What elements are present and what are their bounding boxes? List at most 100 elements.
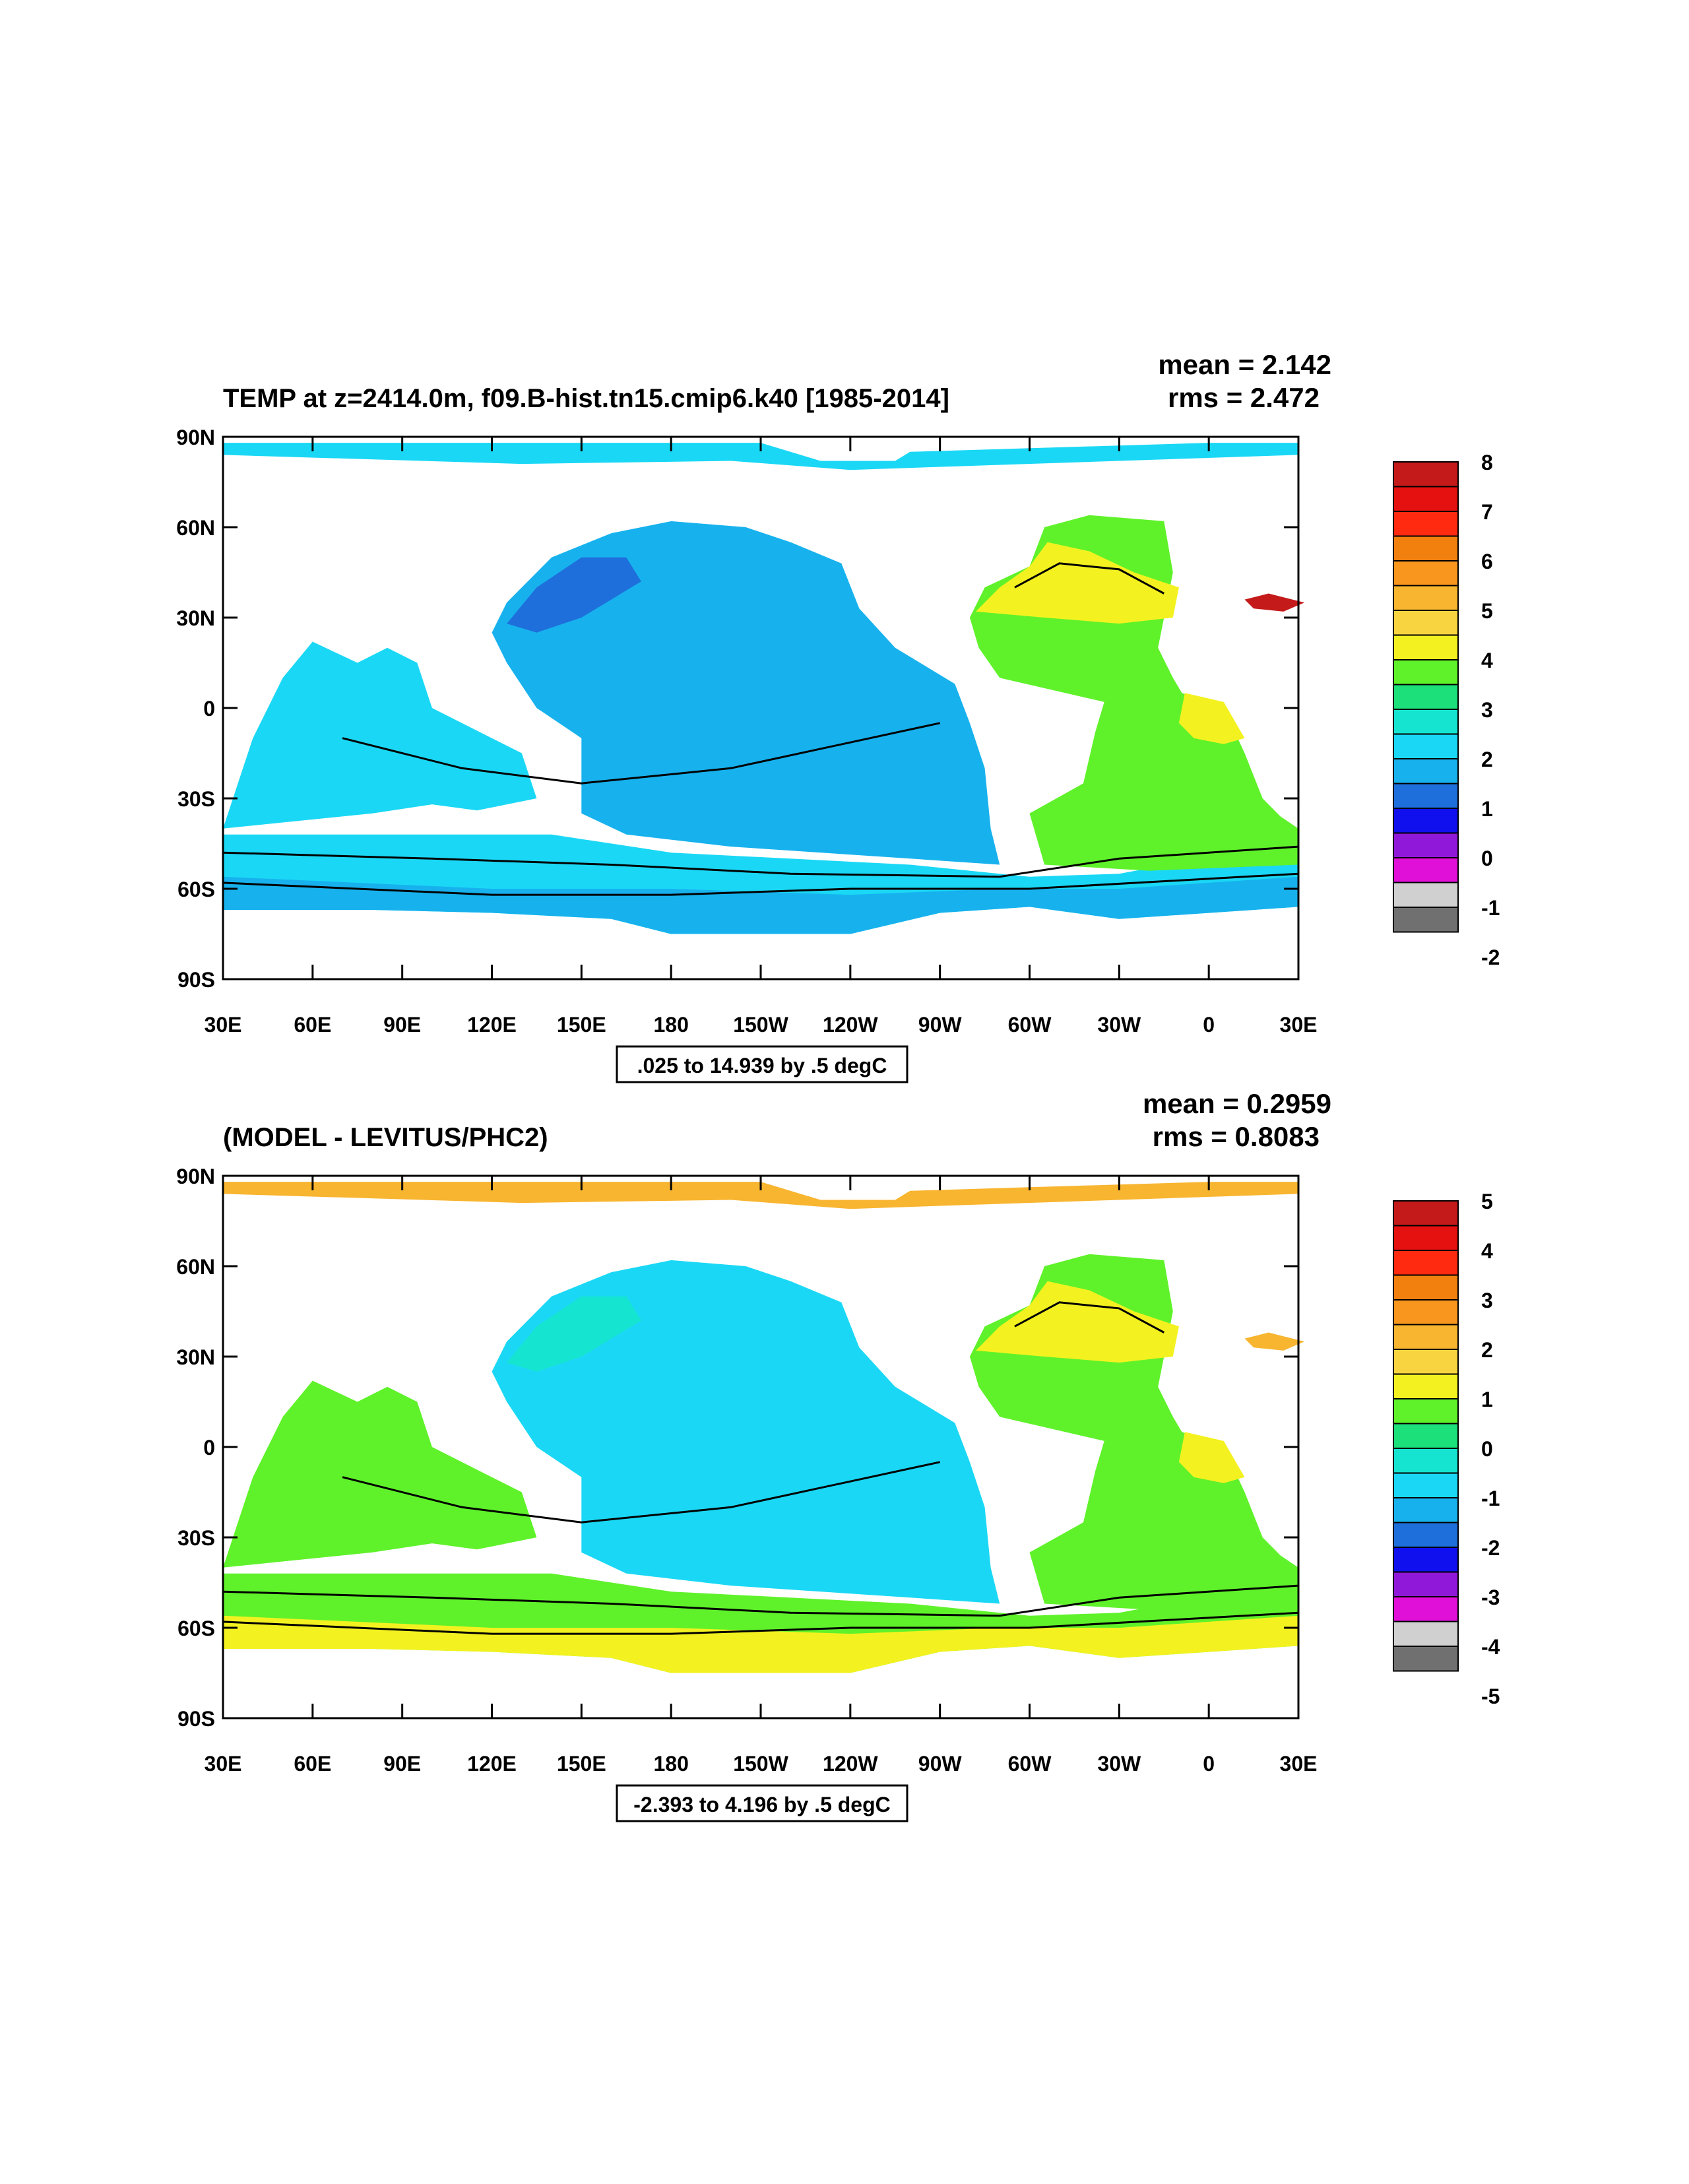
y-tick-label: 0 bbox=[203, 1436, 215, 1460]
colorbar-swatch bbox=[1393, 832, 1459, 858]
atlantic-ocean bbox=[969, 515, 1298, 871]
colorbar-label: 4 bbox=[1481, 649, 1493, 672]
colorbar-label: 3 bbox=[1481, 1289, 1493, 1312]
mean-value: mean = 0.2959 bbox=[1143, 1088, 1331, 1119]
indian-ocean bbox=[223, 641, 537, 829]
colorbar-label: 8 bbox=[1481, 451, 1493, 474]
colorbar-swatch bbox=[1393, 882, 1459, 908]
colorbar-swatch bbox=[1393, 1274, 1459, 1301]
colorbar-swatch bbox=[1393, 1225, 1459, 1251]
x-tick-label: 120E bbox=[467, 1013, 517, 1037]
contour-line bbox=[1014, 562, 1165, 594]
north-atlantic bbox=[976, 542, 1179, 624]
colorbar-swatch bbox=[1393, 610, 1459, 636]
colorbar-swatch bbox=[1393, 535, 1459, 562]
x-tick-label: 30E bbox=[205, 1752, 242, 1776]
contour-info-text: .025 to 14.939 by .5 degC bbox=[637, 1054, 887, 1077]
colorbar-swatch bbox=[1393, 1596, 1459, 1622]
colorbar-swatch bbox=[1393, 857, 1459, 883]
panel-title: (MODEL - LEVITUS/PHC2) bbox=[223, 1123, 548, 1152]
colorbar-swatch bbox=[1393, 1547, 1459, 1573]
x-tick-label: 90E bbox=[383, 1013, 421, 1037]
colorbar-swatch bbox=[1393, 733, 1459, 759]
y-tick-label: 90S bbox=[177, 1707, 215, 1731]
colorbar-label: -2 bbox=[1481, 1536, 1500, 1560]
x-tick-label: 30W bbox=[1097, 1752, 1141, 1776]
colorbar-swatch bbox=[1393, 634, 1459, 660]
panel-title: TEMP at z=2414.0m, f09.B-hist.tn15.cmip6… bbox=[223, 384, 949, 413]
colorbar-swatch bbox=[1393, 684, 1459, 710]
colorbar-swatch bbox=[1393, 1448, 1459, 1474]
colorbar-swatch bbox=[1393, 1373, 1459, 1399]
panel-model-minus-levitus: 30E 60E 90E 120E 150E 180 150W 120W 90W 60W 30W 0 30… bbox=[176, 1088, 1500, 1822]
colorbar-swatch bbox=[1393, 1398, 1459, 1425]
north-west-pacific bbox=[507, 557, 641, 633]
colorbar-swatch bbox=[1393, 461, 1459, 488]
colorbar-label: -2 bbox=[1481, 946, 1500, 969]
colorbar-swatch bbox=[1393, 511, 1459, 537]
colorbar-label: 1 bbox=[1481, 1388, 1493, 1411]
x-tick-label: 30E bbox=[205, 1013, 242, 1037]
x-tick-label: 150W bbox=[733, 1013, 788, 1037]
colorbar-swatch bbox=[1393, 560, 1459, 587]
x-tick-label: 30E bbox=[1280, 1752, 1318, 1776]
y-tick-label: 90N bbox=[176, 1165, 215, 1188]
mediterranean-sea bbox=[1244, 593, 1305, 612]
colorbar-label: -5 bbox=[1481, 1685, 1500, 1708]
y-tick-label: 90S bbox=[177, 968, 215, 992]
contour-info-box bbox=[616, 1045, 908, 1083]
y-tick-label: 90N bbox=[176, 426, 215, 449]
colorbar-label: -3 bbox=[1481, 1586, 1500, 1609]
colorbar-label: -4 bbox=[1481, 1635, 1500, 1659]
x-tick-label: 90W bbox=[918, 1013, 963, 1037]
colorbar-swatch bbox=[1393, 1621, 1459, 1647]
colorbar-swatch bbox=[1393, 783, 1459, 809]
colorbar-swatch bbox=[1393, 1646, 1459, 1672]
colorbar-swatch bbox=[1393, 486, 1459, 512]
x-tick-label: 0 bbox=[1203, 1013, 1215, 1037]
colorbar-label: 0 bbox=[1481, 1437, 1493, 1461]
colorbar-label: 3 bbox=[1481, 698, 1493, 722]
colorbar-swatch bbox=[1393, 709, 1459, 735]
colorbar-label: -1 bbox=[1481, 1487, 1500, 1510]
y-tick-label: 0 bbox=[203, 697, 215, 721]
colorbar-label: 7 bbox=[1481, 500, 1493, 524]
contour-info-box bbox=[616, 1784, 908, 1822]
panel-model-temperature: 30E 60E 90E 120E 150E 180 150W 120W 90W 60W 30W 0 30… bbox=[176, 349, 1500, 1083]
colorbar-swatch bbox=[1393, 1522, 1459, 1548]
x-tick-label: 60W bbox=[1008, 1752, 1052, 1776]
contour-line bbox=[222, 1584, 1299, 1617]
x-tick-label: 90W bbox=[918, 1752, 963, 1776]
north-west-pacific bbox=[507, 1296, 641, 1372]
contour-line bbox=[1014, 1301, 1165, 1333]
colorbar-swatch bbox=[1393, 1571, 1459, 1597]
colorbar-swatch bbox=[1393, 1250, 1459, 1276]
contour-info-text: -2.393 to 4.196 by .5 degC bbox=[633, 1793, 891, 1816]
y-tick-label: 30N bbox=[176, 606, 215, 630]
contour-line bbox=[222, 1611, 1299, 1635]
mediterranean-sea bbox=[1244, 1332, 1305, 1351]
x-tick-label: 150W bbox=[733, 1752, 788, 1776]
colorbar-label: 4 bbox=[1481, 1239, 1493, 1263]
contour-line bbox=[222, 845, 1299, 878]
contour-line bbox=[342, 722, 941, 785]
y-tick-label: 60N bbox=[176, 516, 215, 540]
y-tick-label: 30N bbox=[176, 1345, 215, 1369]
colorbar-label: 0 bbox=[1481, 847, 1493, 870]
colorbar-label: 1 bbox=[1481, 797, 1493, 821]
colorbar-swatch bbox=[1393, 1349, 1459, 1375]
colorbar-swatch bbox=[1393, 1423, 1459, 1449]
colorbar-label: 5 bbox=[1481, 599, 1493, 623]
y-tick-label: 60S bbox=[177, 878, 215, 901]
colorbar-label: 5 bbox=[1481, 1190, 1493, 1213]
x-tick-label: 150E bbox=[557, 1752, 606, 1776]
south-atlantic-patch bbox=[1178, 1432, 1245, 1483]
x-tick-label: 60E bbox=[294, 1752, 331, 1776]
y-tick-label: 60N bbox=[176, 1255, 215, 1279]
colorbar-swatch bbox=[1393, 1472, 1459, 1498]
colorbar-swatch bbox=[1393, 1324, 1459, 1350]
colorbar-swatch bbox=[1393, 659, 1459, 686]
indian-ocean bbox=[223, 1380, 537, 1568]
south-atlantic-patch bbox=[1178, 693, 1245, 744]
